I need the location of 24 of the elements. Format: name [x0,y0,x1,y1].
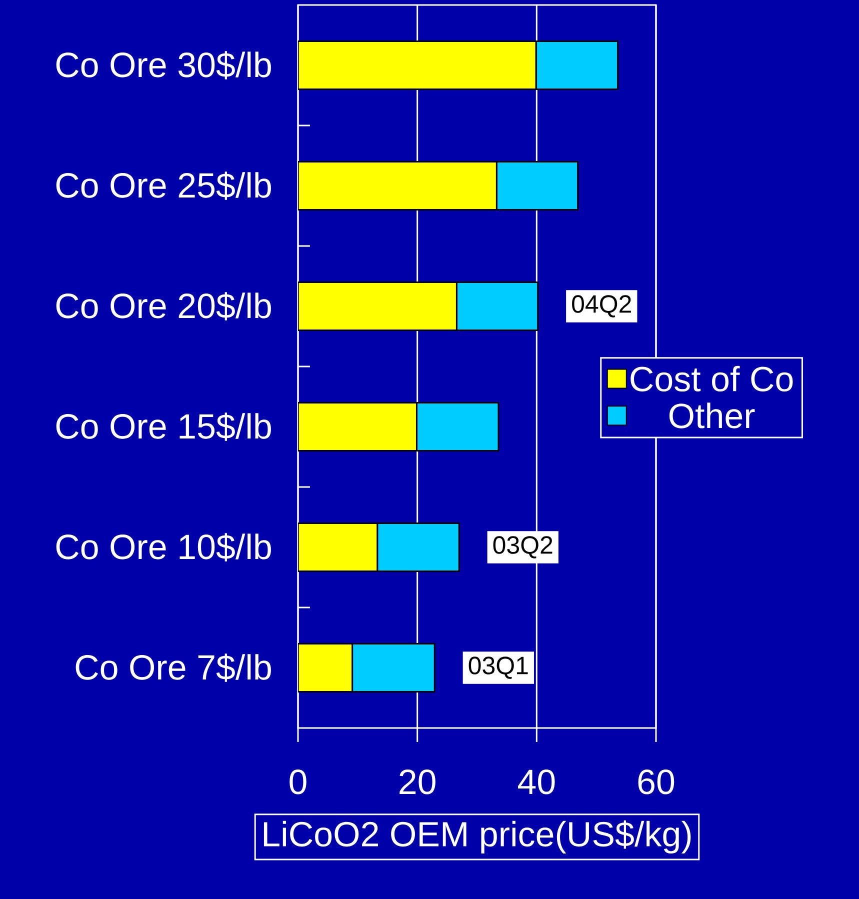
bar [298,40,537,90]
legend-label: Other [669,402,755,428]
x-tick-label: 40 [518,770,555,794]
annotation: 04Q2 [572,295,631,318]
x-tick-label: 60 [638,770,674,794]
annotation: 03Q1 [468,656,528,679]
bar [416,402,500,452]
bar [298,282,458,331]
bar [376,522,460,572]
bar [298,402,418,452]
bar [298,161,498,210]
y-tick-label: Co Ore 20$/lb [56,292,271,320]
x-tick-label: 0 [290,770,306,794]
y-tick-label: Co Ore 25$/lb [56,172,271,200]
y-tick-label: Co Ore 15$/lb [56,412,271,441]
y-tick-label: Co Ore 30$/lb [56,51,271,80]
y-tick-label: Co Ore 10$/lb [56,533,271,562]
x-tick-label: 20 [400,770,436,794]
y-tick-label: Co Ore 7$/lb [76,654,271,682]
annotation: 03Q2 [493,536,552,558]
legend-label: Cost of Co [630,366,793,392]
x-axis-title: LiCoO2 OEM price(US$/kg) [264,820,691,854]
bar [298,522,378,572]
bar [298,643,354,692]
